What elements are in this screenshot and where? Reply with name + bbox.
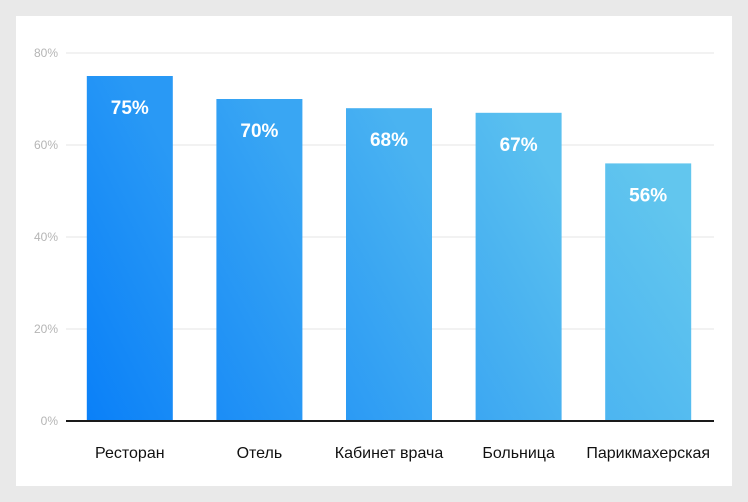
category-label: Кабинет врача	[335, 445, 444, 462]
chart-card: 0% 20% 40% 60% 80% 75% 70% 68% 67% 56% Ресторан О…	[16, 16, 732, 486]
bar	[605, 163, 692, 421]
y-tick-label: 60%	[34, 138, 58, 152]
data-label: 56%	[629, 185, 667, 206]
bar	[86, 76, 173, 421]
y-tick-label: 40%	[34, 230, 58, 244]
data-label: 75%	[111, 98, 149, 119]
x-axis-categories: Ресторан Отель Кабинет врача Больница Парикм…	[95, 445, 710, 462]
y-tick-label: 0%	[41, 414, 59, 428]
category-label: Больница	[482, 445, 555, 462]
data-label: 68%	[370, 130, 408, 151]
category-label: Парикмахерская	[586, 445, 710, 462]
data-label: 67%	[500, 135, 538, 156]
category-label: Отель	[237, 445, 283, 462]
bar-chart: 0% 20% 40% 60% 80% 75% 70% 68% 67% 56% Ресторан О…	[34, 46, 714, 462]
bar	[346, 108, 432, 421]
category-label: Ресторан	[95, 445, 165, 462]
data-label: 70%	[240, 121, 278, 142]
y-tick-label: 80%	[34, 46, 58, 60]
y-tick-label: 20%	[34, 322, 58, 336]
bar	[475, 112, 562, 422]
bar	[216, 99, 303, 421]
y-axis-ticks: 0% 20% 40% 60% 80%	[34, 46, 58, 428]
data-labels: 75% 70% 68% 67% 56%	[111, 98, 668, 206]
bars	[86, 76, 692, 422]
